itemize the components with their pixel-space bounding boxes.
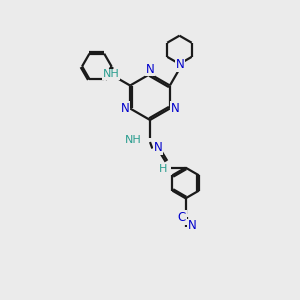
Text: N: N — [188, 219, 197, 232]
Text: C: C — [178, 211, 186, 224]
Text: N: N — [146, 62, 154, 76]
Text: N: N — [154, 141, 163, 154]
Text: N: N — [176, 58, 185, 71]
Text: NH: NH — [103, 70, 119, 80]
Text: NH: NH — [124, 135, 141, 145]
Text: N: N — [170, 102, 179, 115]
Text: H: H — [158, 164, 167, 174]
Text: N: N — [121, 102, 130, 115]
